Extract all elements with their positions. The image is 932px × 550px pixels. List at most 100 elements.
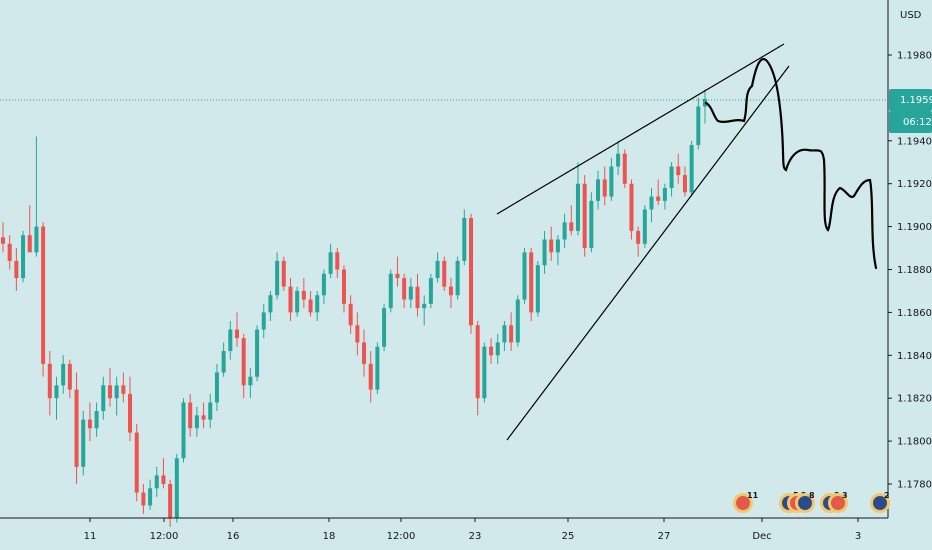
candle-body [669, 166, 674, 188]
candle-body [542, 239, 547, 266]
candle-body [622, 153, 627, 184]
y-tick-label: 1.18600 [897, 308, 932, 319]
y-tick-label: 1.18800 [897, 265, 932, 276]
x-tick-label: 27 [658, 531, 671, 542]
y-tick-label: 1.18000 [897, 437, 932, 448]
x-tick-label: 12:00 [150, 531, 179, 542]
candle-body [114, 385, 119, 399]
candle-body [495, 342, 500, 356]
candle-body [455, 260, 460, 296]
candle-body [676, 166, 681, 176]
candle-body [161, 475, 166, 484]
candle-body [41, 226, 46, 364]
candle-body [689, 145, 694, 193]
candle-body [395, 273, 400, 279]
candle-body [388, 273, 393, 309]
candle-body [535, 265, 540, 313]
candle-body [268, 295, 273, 313]
candle-body [448, 286, 453, 296]
candle-body [308, 299, 313, 313]
country-flag-icon [736, 496, 750, 510]
candle-body [174, 458, 179, 519]
candle-body [529, 252, 534, 313]
x-tick-label: 18 [323, 531, 336, 542]
candle-body [7, 243, 12, 261]
event-count: 2 [884, 491, 890, 500]
last-price-value: 1.19595 [900, 95, 932, 106]
x-tick-label: 3 [855, 531, 861, 542]
freehand-projection-path [704, 58, 878, 270]
candle-body [375, 346, 380, 390]
candle-body [636, 230, 641, 244]
candle-body [629, 183, 634, 231]
y-tick-label: 1.19400 [897, 136, 932, 147]
candle-body [582, 183, 587, 249]
candle-body [596, 179, 601, 201]
country-flag-icon [831, 496, 845, 510]
price-axis[interactable]: 1.17800 1.18000 1.18200 1.18400 1.18600 1.188… [888, 51, 932, 491]
x-tick-label: 11 [84, 531, 97, 542]
candle-body [321, 273, 326, 296]
candle-body [228, 329, 233, 352]
candle-body [275, 260, 280, 296]
candle-body [362, 342, 367, 364]
candle-body [54, 385, 59, 399]
candle-body [214, 372, 219, 403]
candle-body [509, 325, 514, 343]
candle-body [328, 252, 333, 274]
candle-body [134, 432, 139, 493]
candle-body [609, 166, 614, 197]
wedge-upper-trendline [496, 43, 785, 215]
candle-body [74, 389, 79, 467]
last-price-tag: 1.19595 [889, 89, 932, 111]
candle-body [301, 290, 306, 300]
country-flag-icon [798, 496, 812, 510]
candle-body [575, 183, 580, 231]
candle-body [435, 260, 440, 279]
economic-event-flags[interactable]: 11528332 [733, 491, 890, 513]
candle-body [34, 226, 39, 253]
candle-body [201, 415, 206, 420]
candle-body [241, 338, 246, 386]
candle-body [569, 222, 574, 231]
candle-body [515, 299, 520, 343]
candle-body [649, 196, 654, 210]
candle-body [522, 252, 527, 300]
candle-body [121, 385, 126, 394]
candle-body [408, 286, 413, 300]
candle-body [295, 290, 300, 313]
candle-body [382, 308, 387, 347]
x-tick-label: 23 [469, 531, 482, 542]
candle-body [489, 346, 494, 356]
countdown-tag: 06:12 [889, 111, 932, 133]
candle-body [188, 402, 193, 429]
country-flag-icon [873, 496, 887, 510]
candle-body [482, 346, 487, 399]
y-tick-label: 1.19800 [897, 51, 932, 62]
candle-body [181, 402, 186, 459]
candle-body [27, 235, 32, 253]
candle-body [555, 239, 560, 253]
candle-body [21, 235, 26, 279]
candle-body [101, 385, 106, 412]
candle-body [468, 218, 474, 326]
candle-body [462, 218, 467, 261]
candle-body [616, 153, 621, 167]
candle-body [662, 187, 667, 201]
candle-body [315, 295, 320, 313]
candle-body [602, 179, 607, 197]
time-axis[interactable]: 11 12:00 16 18 12:00 23 25 27 Dec 3 [84, 518, 862, 542]
event-count: 11 [747, 491, 759, 500]
candle-body [221, 351, 226, 373]
candle-body [0, 237, 6, 244]
candle-body [589, 200, 594, 249]
countdown-value: 06:12 [903, 117, 932, 128]
y-tick-label: 1.19200 [897, 179, 932, 190]
candle-body [87, 419, 92, 429]
candle-body [402, 278, 407, 300]
candle-body [107, 385, 112, 399]
x-tick-label: 16 [227, 531, 240, 542]
y-tick-label: 1.19000 [897, 222, 932, 233]
